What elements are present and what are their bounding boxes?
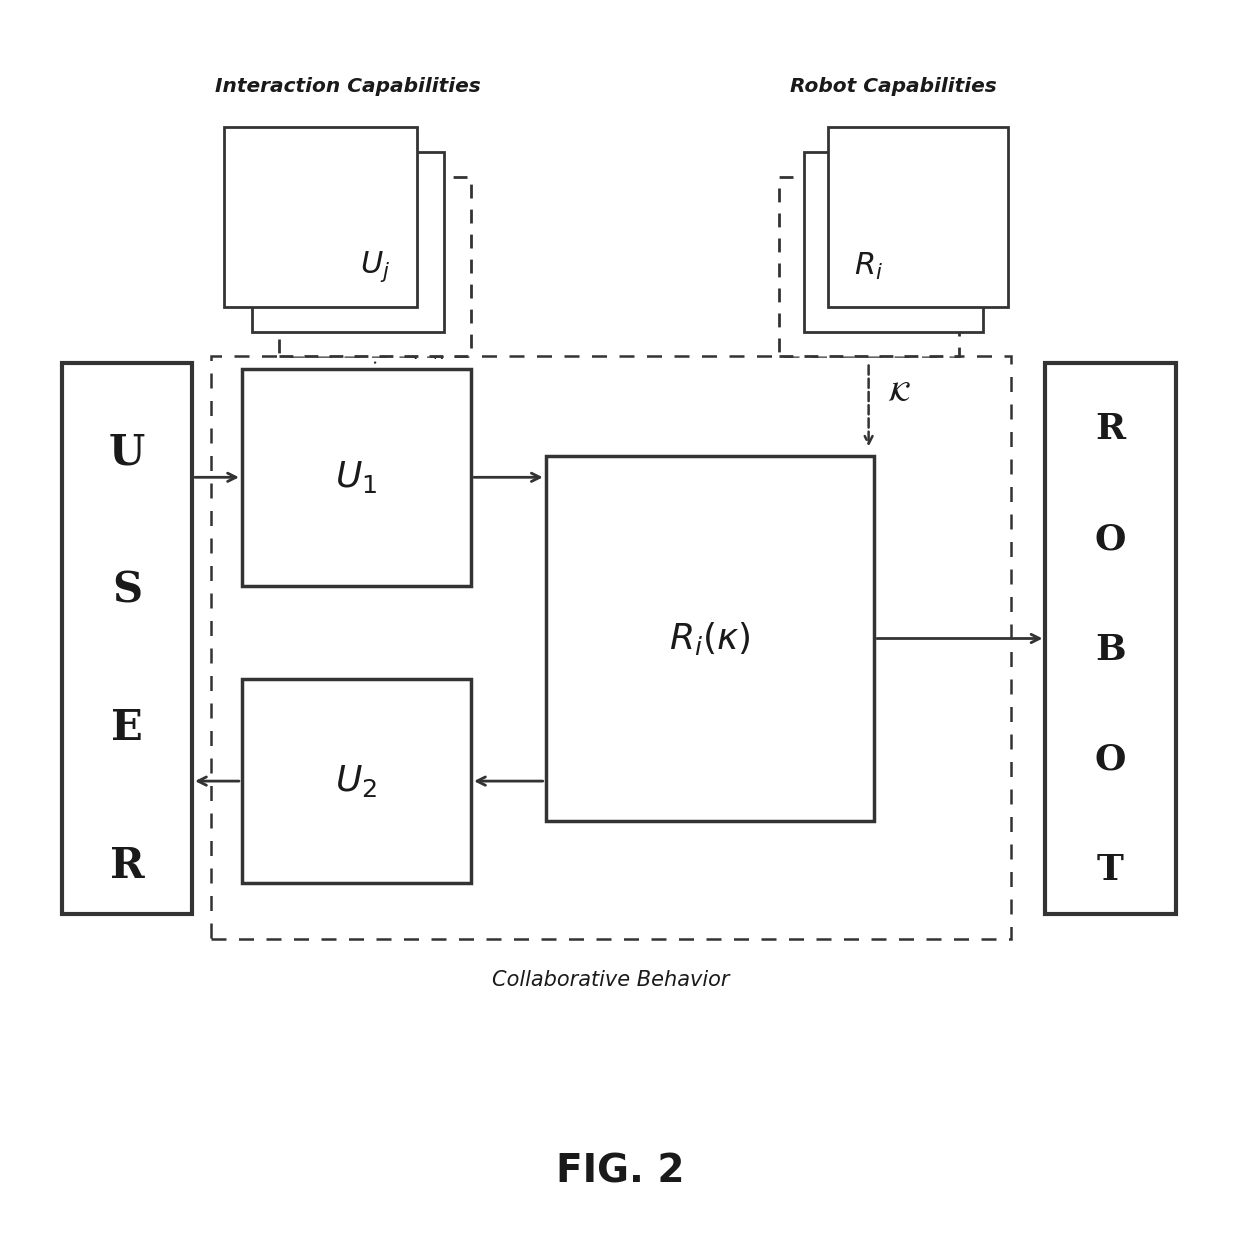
Text: $\mathit{R}_i(\kappa)$: $\mathit{R}_i(\kappa)$ <box>670 621 750 657</box>
Text: FIG. 2: FIG. 2 <box>556 1153 684 1190</box>
Bar <box>242 679 471 883</box>
Text: $\mathit{U}_2$: $\mathit{U}_2$ <box>336 763 377 799</box>
Text: Interaction Capabilities: Interaction Capabilities <box>215 77 481 96</box>
Bar <box>546 456 874 821</box>
Text: Robot Capabilities: Robot Capabilities <box>790 77 997 96</box>
Bar <box>804 152 983 331</box>
Text: T: T <box>1097 854 1123 887</box>
Text: $\mathit{U}_1$: $\mathit{U}_1$ <box>335 460 378 496</box>
Text: R: R <box>110 845 144 887</box>
Bar <box>1045 363 1176 915</box>
Text: S: S <box>112 569 143 612</box>
Bar <box>252 152 444 331</box>
Bar <box>828 127 1008 307</box>
Text: $\mathit{R}_i$: $\mathit{R}_i$ <box>854 250 883 282</box>
Text: U: U <box>109 431 145 473</box>
Text: E: E <box>112 708 143 749</box>
Text: O: O <box>1095 522 1126 556</box>
Text: B: B <box>1095 633 1126 667</box>
Text: $\mathit{U}_j$: $\mathit{U}_j$ <box>360 249 391 284</box>
Text: $\mathcal{K}$: $\mathcal{K}$ <box>888 380 911 407</box>
Bar <box>279 177 471 356</box>
Bar <box>779 177 959 356</box>
Bar <box>62 363 192 915</box>
Bar <box>224 127 417 307</box>
Text: Collaborative Behavior: Collaborative Behavior <box>492 971 729 991</box>
Text: $\Delta(R_i)$: $\Delta(R_i)$ <box>394 339 446 363</box>
Bar <box>211 356 1011 939</box>
Text: O: O <box>1095 743 1126 778</box>
Bar <box>242 369 471 586</box>
Text: R: R <box>1095 412 1126 446</box>
